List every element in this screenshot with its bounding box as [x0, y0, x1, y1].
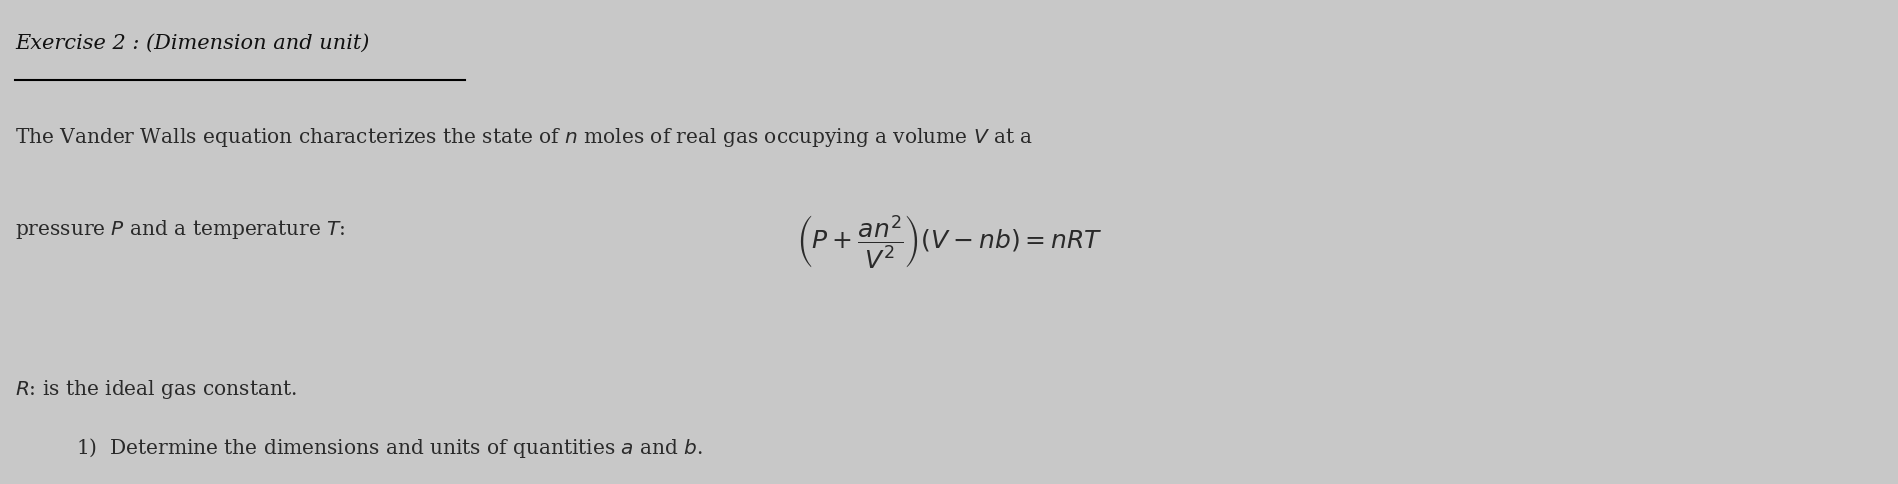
Text: 1)  Determine the dimensions and units of quantities $a$ and $b$.: 1) Determine the dimensions and units of… — [76, 436, 702, 460]
Text: Exercise 2 : (Dimension and unit): Exercise 2 : (Dimension and unit) — [15, 34, 370, 53]
Text: $\left(P + \dfrac{an^2}{V^2}\right)(V - nb) = nRT$: $\left(P + \dfrac{an^2}{V^2}\right)(V - … — [795, 213, 1103, 271]
Text: The Vander Walls equation characterizes the state of $n$ moles of real gas occup: The Vander Walls equation characterizes … — [15, 126, 1033, 149]
Text: pressure $P$ and a temperature $T$:: pressure $P$ and a temperature $T$: — [15, 218, 345, 241]
Text: $R$: is the ideal gas constant.: $R$: is the ideal gas constant. — [15, 378, 296, 401]
